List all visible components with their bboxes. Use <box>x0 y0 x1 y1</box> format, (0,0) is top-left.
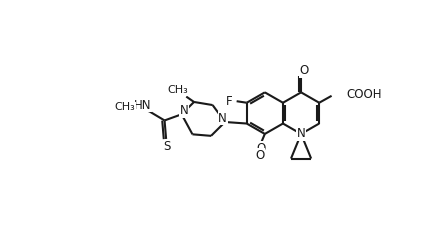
Text: HN: HN <box>134 99 152 112</box>
Text: S: S <box>163 140 170 153</box>
Text: N: N <box>180 104 188 117</box>
Text: CH₃: CH₃ <box>167 85 188 95</box>
Text: O: O <box>299 64 309 77</box>
Text: O: O <box>256 149 265 162</box>
Text: N: N <box>218 112 227 125</box>
Text: CH₃: CH₃ <box>114 102 135 112</box>
Text: O: O <box>257 142 266 155</box>
Text: CH₃: CH₃ <box>166 85 187 96</box>
Text: F: F <box>226 95 233 108</box>
Text: COOH: COOH <box>346 88 382 101</box>
Text: N: N <box>297 128 305 141</box>
